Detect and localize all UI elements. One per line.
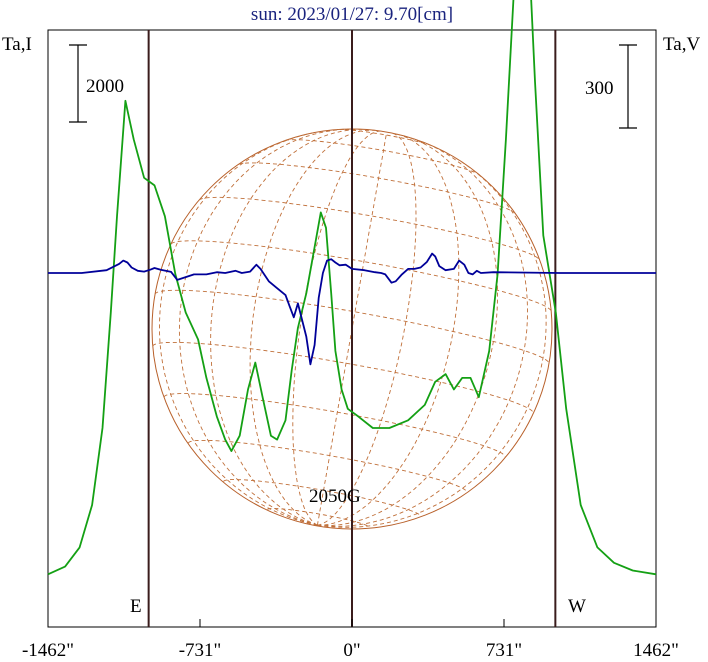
longitude-line	[317, 132, 417, 526]
limb-markers	[147, 30, 557, 627]
longitude-line	[317, 133, 460, 526]
west-label: W	[568, 596, 586, 617]
x-tick-label-3: 731"	[486, 640, 522, 661]
longitude-line	[317, 141, 528, 527]
chart-title: sun: 2023/01/27: 9.70[cm]	[251, 4, 453, 25]
series-i-line	[47, 0, 657, 576]
right-axis-label: Ta,V	[663, 34, 700, 55]
latitude-line	[170, 240, 552, 312]
longitude-line	[317, 155, 547, 528]
left-scale-bar-label: 2000	[86, 76, 124, 97]
longitude-line	[317, 136, 498, 527]
right-scale-bar	[619, 44, 637, 129]
latitude-line	[198, 196, 541, 261]
x-tick-label-4: 1462"	[633, 640, 679, 661]
longitude-line	[159, 131, 318, 526]
right-scale-bar-label: 300	[585, 78, 614, 99]
series-v-line	[48, 252, 656, 366]
longitude-line	[210, 128, 365, 526]
x-tick-label-0: -1462"	[22, 640, 74, 661]
latitude-line	[338, 128, 434, 147]
longitude-line	[292, 130, 382, 526]
longitude-line	[178, 128, 351, 526]
longitude-line	[249, 129, 377, 526]
left-axis-label: Ta,I	[2, 34, 32, 55]
x-axis-ticks: -1462" -731" 0" 731" 1462"	[22, 619, 679, 661]
left-scale-bar	[69, 44, 87, 123]
field-strength-annotation: 2050G	[309, 486, 361, 507]
x-tick-label-2: 0"	[343, 640, 360, 661]
east-label: E	[130, 596, 142, 617]
x-tick-label-1: -731"	[179, 640, 222, 661]
longitude-line	[316, 131, 388, 526]
